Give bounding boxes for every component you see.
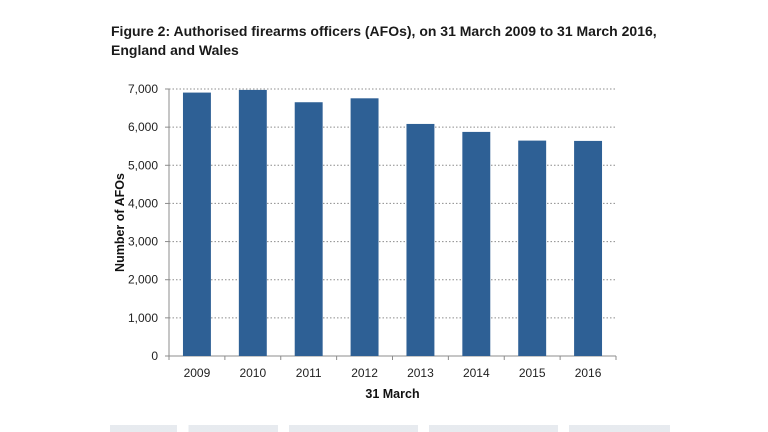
y-tick-label: 2,000 bbox=[128, 273, 158, 287]
x-tick-label: 2016 bbox=[575, 366, 602, 380]
y-axis-ticks: 0 1,000 2,000 3,000 4,000 5,000 6,000 7,000 bbox=[128, 82, 158, 363]
y-axis-title: Number of AFOs bbox=[113, 173, 127, 272]
figure-title-line-1: Figure 2: Authorised firearms officers (… bbox=[111, 23, 657, 39]
x-tick-label: 2014 bbox=[463, 366, 490, 380]
bar-2014 bbox=[462, 131, 491, 356]
bar-2013 bbox=[406, 123, 435, 356]
x-tick-label: 2009 bbox=[184, 366, 211, 380]
cropped-caption-strip bbox=[110, 425, 670, 432]
x-tick-label: 2012 bbox=[351, 366, 378, 380]
bars bbox=[182, 89, 603, 357]
x-tick-label: 2011 bbox=[296, 366, 322, 380]
y-tick-label: 3,000 bbox=[128, 235, 158, 249]
bar-2011 bbox=[294, 102, 323, 357]
y-tick-label: 7,000 bbox=[128, 82, 158, 96]
y-tick-label: 1,000 bbox=[128, 311, 158, 325]
x-tick-label: 2013 bbox=[407, 366, 434, 380]
y-tick-label: 5,000 bbox=[128, 158, 158, 172]
y-tick-label: 4,000 bbox=[128, 196, 158, 210]
figure-title: Figure 2: Authorised firearms officers (… bbox=[111, 22, 671, 60]
bar-2009 bbox=[182, 92, 211, 357]
bar-2010 bbox=[238, 89, 267, 356]
x-axis-ticks: 2009 2010 2011 2012 2013 2014 2015 2016 bbox=[168, 356, 617, 380]
x-tick-label: 2015 bbox=[519, 366, 546, 380]
y-tick-label: 6,000 bbox=[128, 120, 158, 134]
y-tick-label: 0 bbox=[151, 349, 158, 363]
gridlines bbox=[165, 88, 616, 357]
x-tick-label: 2010 bbox=[239, 366, 266, 380]
bar-2012 bbox=[350, 98, 379, 356]
figure-title-line-2: England and Wales bbox=[111, 42, 239, 58]
bar-2016 bbox=[574, 140, 603, 356]
bar-2015 bbox=[518, 140, 547, 356]
x-axis-title: 31 March bbox=[365, 387, 419, 401]
